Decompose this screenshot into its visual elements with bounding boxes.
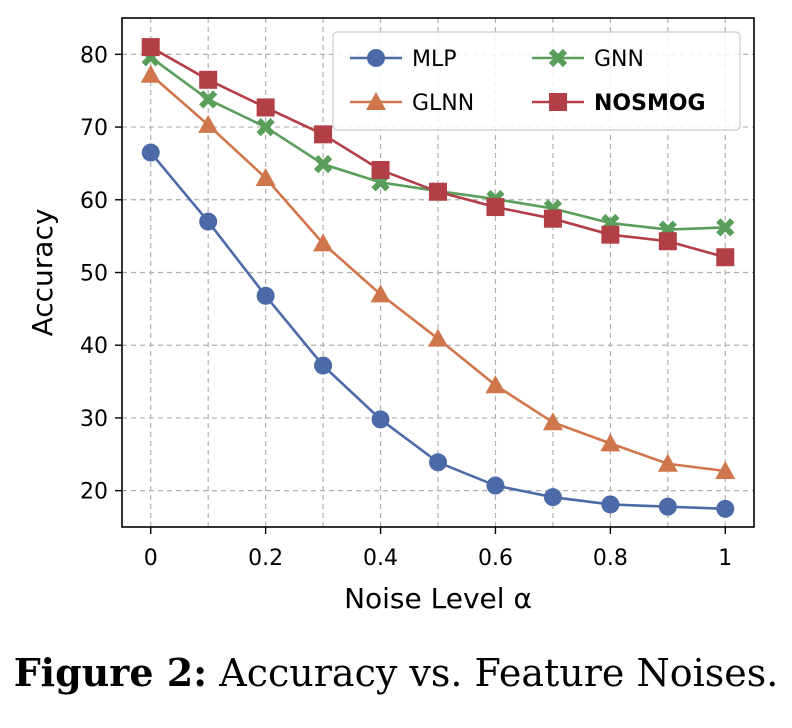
- point-mlp: [486, 476, 505, 495]
- point-nosmog: [256, 98, 275, 117]
- point-nosmog: [314, 125, 333, 144]
- point-gnn: [199, 90, 218, 109]
- point-mlp: [429, 453, 447, 472]
- point-glnn: [198, 114, 219, 133]
- y-tick-label: 70: [80, 116, 108, 141]
- point-gnn: [716, 218, 735, 237]
- legend-label-glnn: GLNN: [412, 91, 474, 116]
- point-nosmog: [199, 70, 218, 89]
- marker-x-stroke: [716, 218, 735, 237]
- legend-box: [332, 31, 741, 131]
- legend-marker-glnn: [366, 92, 386, 110]
- series-group: [140, 38, 736, 518]
- caption-label: Figure 2:: [13, 650, 208, 695]
- marker-x-stroke: [256, 117, 275, 137]
- point-mlp: [658, 497, 677, 516]
- legend-marker-nosmog: [549, 93, 567, 111]
- point-nosmog: [543, 209, 562, 228]
- point-glnn: [542, 412, 563, 431]
- point-glnn: [600, 433, 621, 452]
- point-gnn: [313, 155, 333, 174]
- marker-x-stroke: [199, 90, 218, 109]
- marker-x-stroke: [313, 155, 333, 174]
- legend-marker-gnn: [548, 48, 568, 68]
- point-nosmog: [601, 225, 620, 244]
- chart: 20 30 40 50 60 70 80 0 0.2 0.4 0.6 0.8 1 Noise Level…: [26, 17, 755, 615]
- point-nosmog: [486, 198, 505, 217]
- point-glnn: [715, 461, 736, 480]
- point-mlp: [543, 488, 562, 507]
- point-nosmog: [658, 232, 677, 251]
- point-mlp: [371, 410, 390, 429]
- legend: MLP GLNN GNN NOSMOG: [332, 31, 741, 131]
- point-nosmog: [429, 182, 447, 201]
- point-glnn: [485, 375, 506, 394]
- point-glnn: [313, 233, 334, 252]
- point-glnn: [255, 167, 276, 186]
- x-tick-label: 1: [718, 546, 732, 571]
- point-glnn: [428, 328, 448, 347]
- marker-x-stroke: [548, 48, 568, 68]
- x-axis-label: Noise Level α: [344, 582, 532, 615]
- x-tick-label: 0.4: [363, 546, 398, 571]
- y-axis-label: Accuracy: [26, 209, 59, 337]
- point-nosmog: [371, 160, 390, 179]
- y-tick-label: 20: [80, 480, 108, 505]
- legend-label-gnn: GNN: [594, 47, 644, 72]
- x-tick-label: 0.2: [248, 546, 283, 571]
- point-mlp: [141, 143, 160, 162]
- point-nosmog: [141, 38, 160, 57]
- point-mlp: [314, 356, 333, 375]
- point-glnn: [140, 64, 161, 83]
- point-gnn: [256, 117, 275, 137]
- x-tick-label: 0: [144, 546, 158, 571]
- caption-text: Accuracy vs. Feature Noises.: [207, 651, 779, 695]
- y-tick-label: 40: [80, 334, 108, 359]
- point-mlp: [716, 499, 735, 518]
- legend-label-nosmog: NOSMOG: [594, 91, 706, 116]
- y-tick-label: 50: [80, 262, 108, 287]
- x-tick-label: 0.6: [478, 546, 513, 571]
- y-tick-label: 80: [80, 43, 108, 68]
- y-tick-label: 60: [80, 189, 108, 214]
- point-mlp: [256, 286, 275, 305]
- figure-caption: Figure 2: Accuracy vs. Feature Noises.: [0, 650, 792, 695]
- point-glnn: [370, 284, 391, 303]
- y-tick-label: 30: [80, 407, 108, 432]
- axis-ticks: 20 30 40 50 60 70 80 0 0.2 0.4 0.6 0.8 1: [80, 43, 732, 571]
- legend-label-mlp: MLP: [412, 47, 457, 72]
- legend-marker-mlp: [367, 49, 385, 67]
- point-nosmog: [716, 248, 735, 267]
- x-tick-label: 0.8: [593, 546, 628, 571]
- point-glnn: [657, 453, 678, 472]
- point-mlp: [601, 495, 620, 514]
- point-mlp: [199, 212, 218, 231]
